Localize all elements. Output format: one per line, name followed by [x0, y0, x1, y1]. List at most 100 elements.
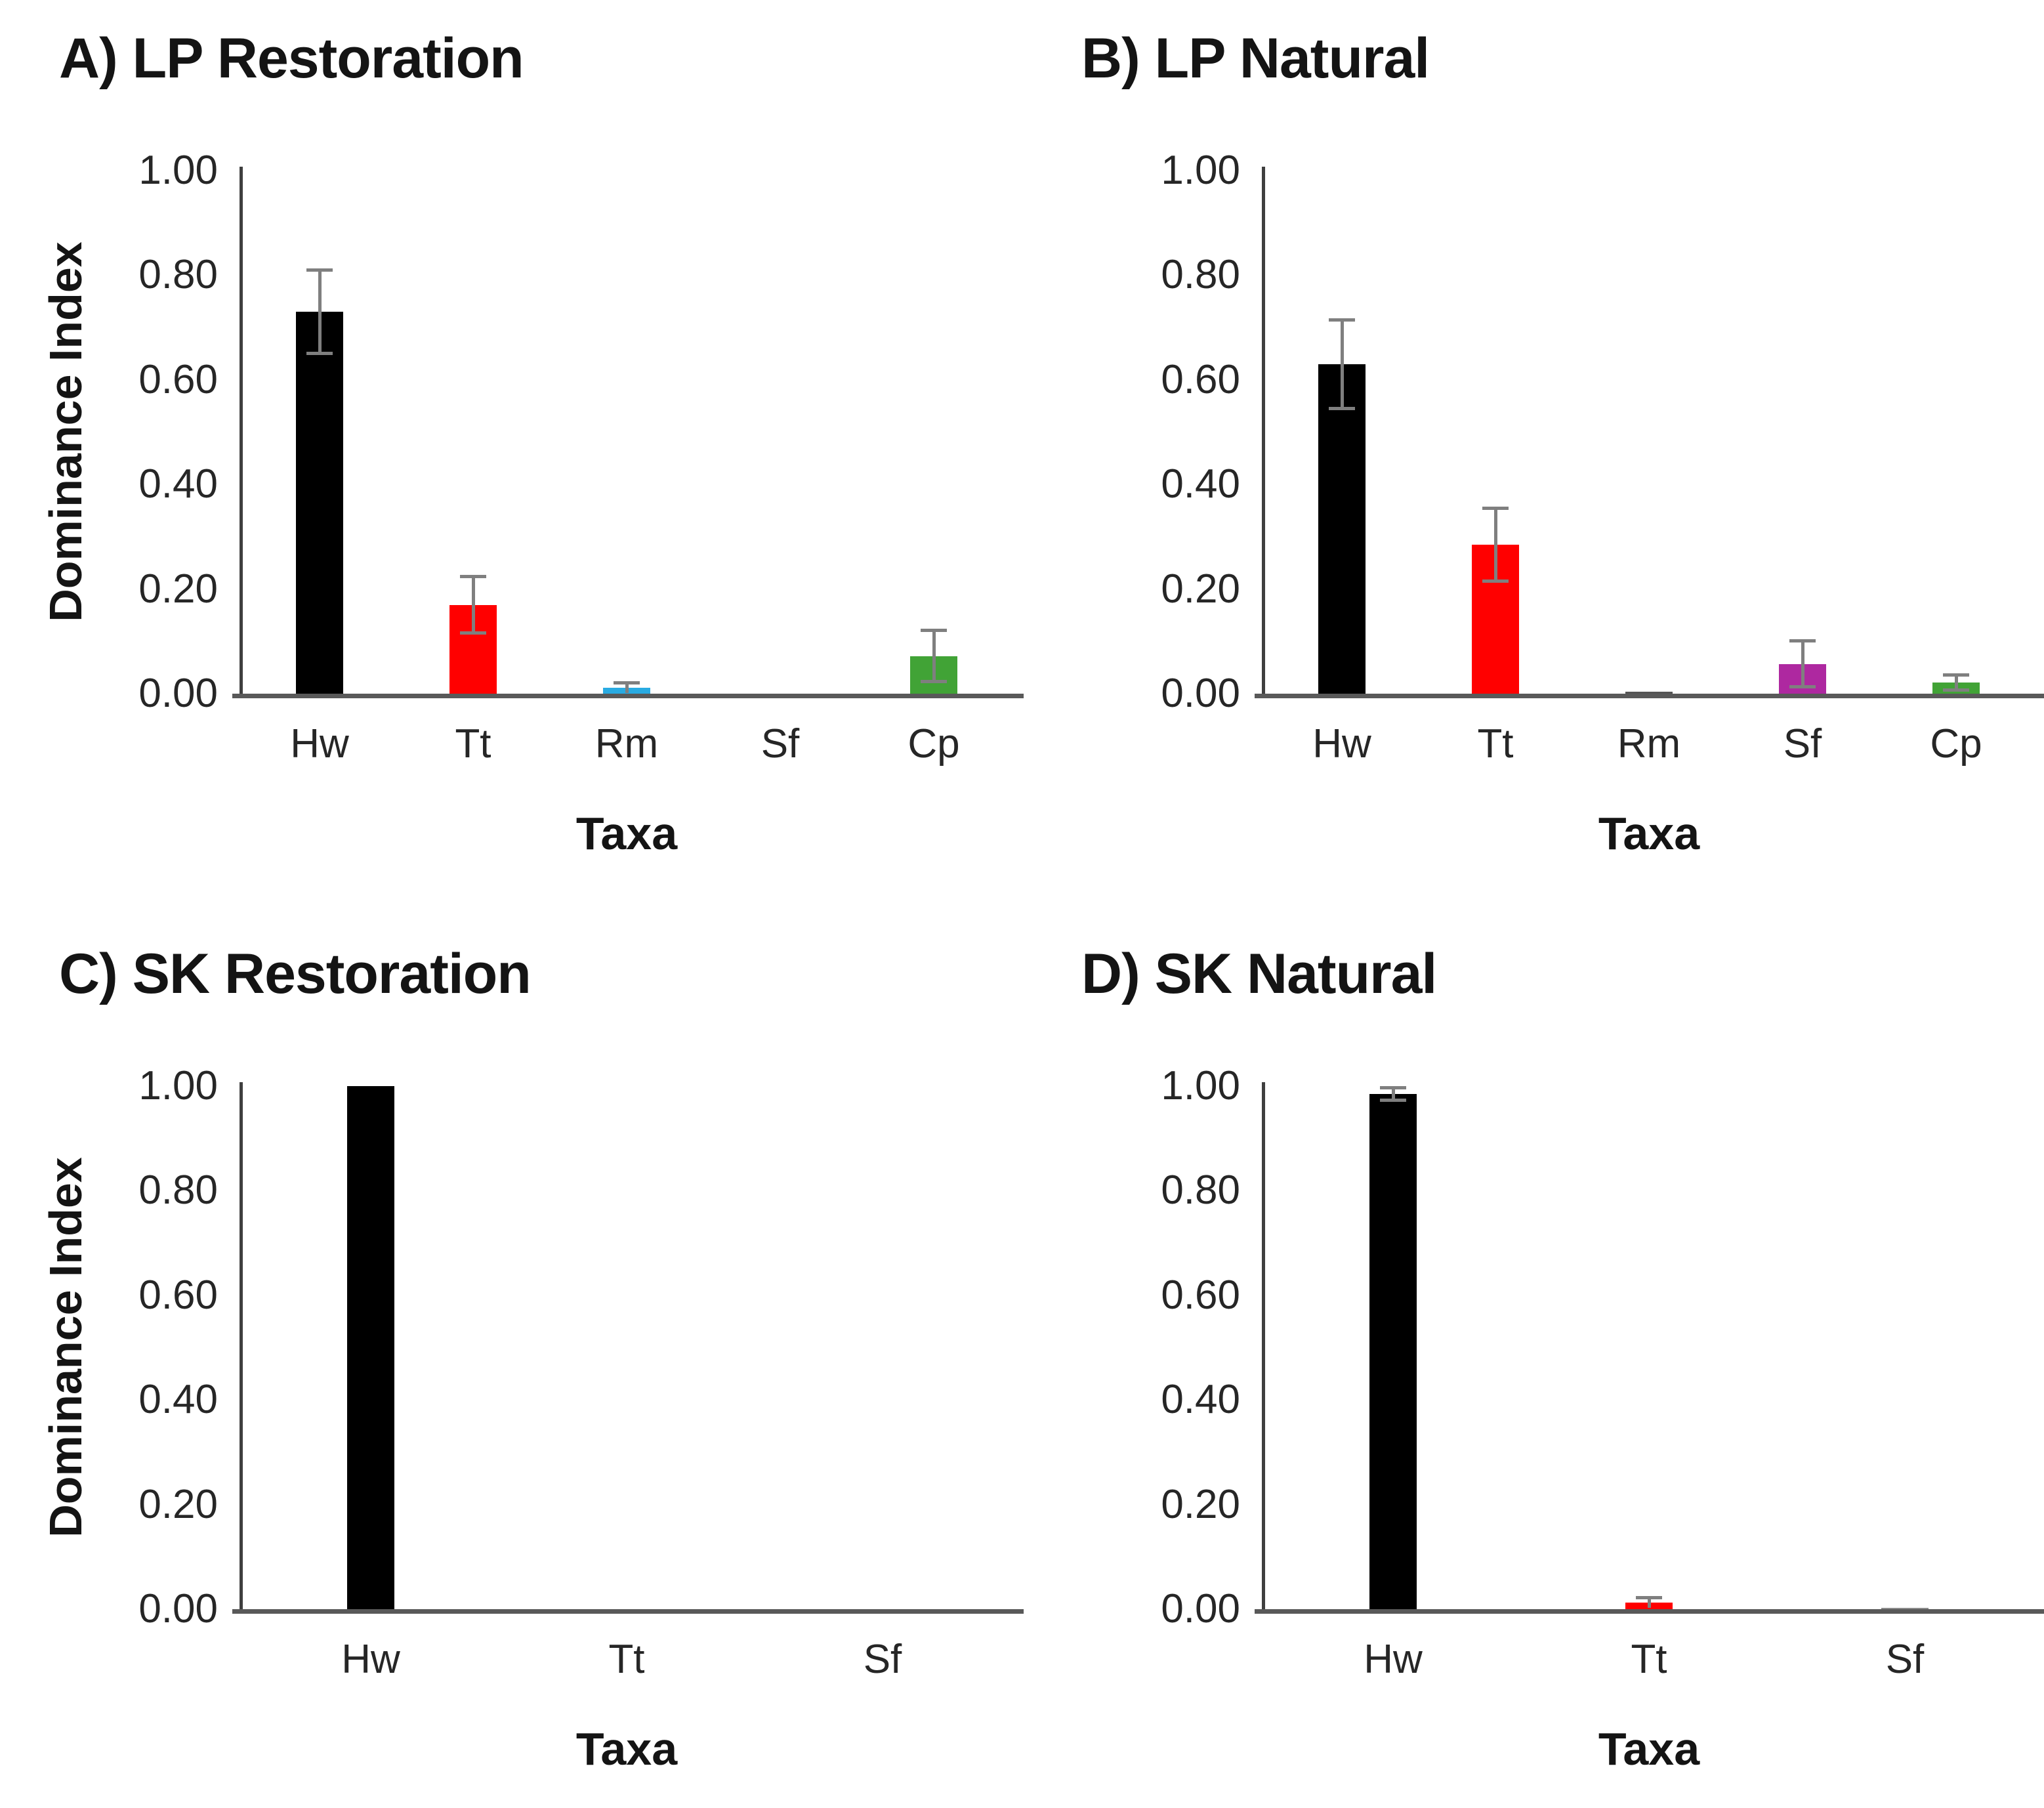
- bar: [296, 312, 343, 694]
- error-bar-cap-bottom: [1789, 685, 1816, 689]
- panel-sk-natural: D) SK Natural 0.00 0.20 0.40 0.60 0.80 1.00 Hw…: [1022, 915, 2044, 1808]
- error-bar-cap-top: [1636, 1595, 1662, 1599]
- y-axis-line: [1262, 1082, 1265, 1609]
- panel-title: B) LP Natural: [1081, 27, 1430, 90]
- y-tick-label: 0.60: [138, 1272, 218, 1318]
- y-tick-label: 0.80: [1161, 252, 1240, 298]
- bar: [1318, 364, 1366, 694]
- error-bar-cap-bottom: [1482, 579, 1509, 583]
- bar: [1625, 691, 1673, 694]
- error-bar-line: [318, 270, 322, 354]
- error-bar-cap-bottom: [460, 631, 486, 635]
- bar: [1369, 1093, 1417, 1609]
- x-tick-label: Sf: [863, 1637, 902, 1682]
- panel-title: C) SK Restoration: [59, 942, 532, 1005]
- y-tick-label: 0.40: [138, 1377, 218, 1423]
- x-axis-title: Taxa: [575, 1723, 678, 1775]
- x-tick-label: Tt: [608, 1637, 645, 1682]
- error-bar-cap-top: [1482, 507, 1509, 511]
- x-axis-line: [232, 1609, 1024, 1614]
- error-bar-line: [1493, 508, 1497, 581]
- error-bar-cap-top: [921, 628, 947, 632]
- y-axis-title: Dominance Index: [40, 242, 91, 622]
- panel-lp-natural: B) LP Natural 0.00 0.20 0.40 0.60 0.80 1.00 Hw…: [1022, 0, 2044, 893]
- error-bar-cap-top: [614, 681, 640, 685]
- error-bar-cap-bottom: [921, 680, 947, 684]
- error-bar-line: [932, 629, 936, 683]
- x-tick-label: Hw: [1312, 721, 1371, 767]
- y-tick-label: 0.40: [138, 461, 218, 507]
- error-bar-cap-top: [1943, 673, 1969, 677]
- y-tick-label: 1.00: [138, 1063, 218, 1108]
- y-tick-label: 1.00: [1161, 1063, 1240, 1108]
- y-tick-label: 0.00: [138, 671, 218, 716]
- x-tick-label: Rm: [1617, 721, 1681, 767]
- y-axis-line: [240, 1082, 243, 1609]
- y-tick-label: 0.20: [1161, 1481, 1240, 1527]
- x-tick-label: Cp: [1930, 721, 1982, 767]
- error-bar-cap-top: [460, 574, 486, 578]
- error-bar-cap-top: [1329, 318, 1355, 322]
- x-axis-title: Taxa: [1598, 808, 1700, 859]
- error-bar-cap-bottom: [1329, 406, 1355, 410]
- x-axis-line: [1255, 694, 2044, 698]
- panel-sk-restoration: C) SK Restoration Dominance Index 0.00 0.…: [0, 915, 1024, 1808]
- plot-area: 0.00 0.20 0.40 0.60 0.80 1.00 Hw Tt Rm Sf Cp: [138, 148, 1024, 767]
- y-tick-label: 0.00: [138, 1586, 218, 1631]
- y-tick-label: 0.40: [1161, 1377, 1240, 1423]
- x-axis-title: Taxa: [575, 808, 678, 859]
- error-bar-line: [625, 683, 629, 694]
- y-tick-label: 0.60: [138, 356, 218, 402]
- x-tick-label: Hw: [341, 1637, 400, 1682]
- y-tick-label: 0.80: [1161, 1167, 1240, 1213]
- plot-area: 0.00 0.20 0.40 0.60 0.80 1.00 Hw Tt Rm Sf Cp: [1161, 148, 2044, 767]
- error-bar-cap-top: [306, 268, 333, 272]
- bar: [347, 1086, 394, 1609]
- error-bar-cap-bottom: [306, 351, 333, 355]
- error-bar-line: [1340, 320, 1344, 409]
- x-axis-title: Taxa: [1598, 1723, 1700, 1775]
- error-bar-cap-bottom: [1943, 688, 1969, 692]
- error-bar-line: [1801, 640, 1804, 688]
- panel-title: D) SK Natural: [1081, 942, 1437, 1005]
- bar: [1881, 1607, 1929, 1609]
- plot-area: 0.00 0.20 0.40 0.60 0.80 1.00 Hw Tt Sf: [138, 1064, 1024, 1682]
- y-axis-title: Dominance Index: [40, 1157, 91, 1538]
- x-tick-label: Sf: [1783, 721, 1822, 767]
- x-tick-label: Rm: [594, 721, 659, 767]
- x-tick-label: Tt: [1477, 721, 1514, 767]
- y-axis-line: [1262, 167, 1265, 694]
- x-tick-label: Tt: [1631, 1637, 1667, 1682]
- x-tick-label: Hw: [290, 721, 349, 767]
- plot-area: 0.00 0.20 0.40 0.60 0.80 1.00 Hw Tt Sf: [1161, 1064, 2044, 1682]
- y-tick-label: 0.60: [1161, 1272, 1240, 1318]
- y-tick-label: 0.20: [138, 566, 218, 612]
- y-tick-label: 0.00: [1161, 1586, 1240, 1631]
- y-tick-label: 0.40: [1161, 461, 1240, 507]
- error-bar-cap-bottom: [1380, 1098, 1406, 1102]
- error-bar-cap-top: [1380, 1086, 1406, 1090]
- x-tick-label: Sf: [1885, 1637, 1925, 1682]
- error-bar-line: [1954, 675, 1958, 691]
- y-tick-label: 1.00: [138, 148, 218, 193]
- y-tick-label: 0.00: [1161, 671, 1240, 716]
- error-bar-line: [471, 576, 475, 634]
- x-axis-line: [1255, 1609, 2044, 1614]
- x-axis-line: [232, 694, 1024, 698]
- error-bar-cap-top: [1789, 639, 1816, 642]
- y-tick-label: 1.00: [1161, 148, 1240, 193]
- x-tick-label: Hw: [1364, 1637, 1423, 1682]
- x-tick-label: Tt: [455, 721, 491, 767]
- y-tick-label: 0.20: [138, 1481, 218, 1527]
- y-tick-label: 0.80: [138, 1167, 218, 1213]
- y-tick-label: 0.60: [1161, 356, 1240, 402]
- y-axis-line: [240, 167, 243, 694]
- error-bar-line: [1391, 1087, 1395, 1101]
- x-tick-label: Sf: [761, 721, 800, 767]
- y-tick-label: 0.20: [1161, 566, 1240, 612]
- error-bar-line: [1647, 1597, 1651, 1608]
- x-tick-label: Cp: [907, 721, 960, 767]
- panel-lp-restoration: A) LP Restoration Dominance Index 0.00 0.…: [0, 0, 1024, 893]
- panel-title: A) LP Restoration: [59, 27, 524, 90]
